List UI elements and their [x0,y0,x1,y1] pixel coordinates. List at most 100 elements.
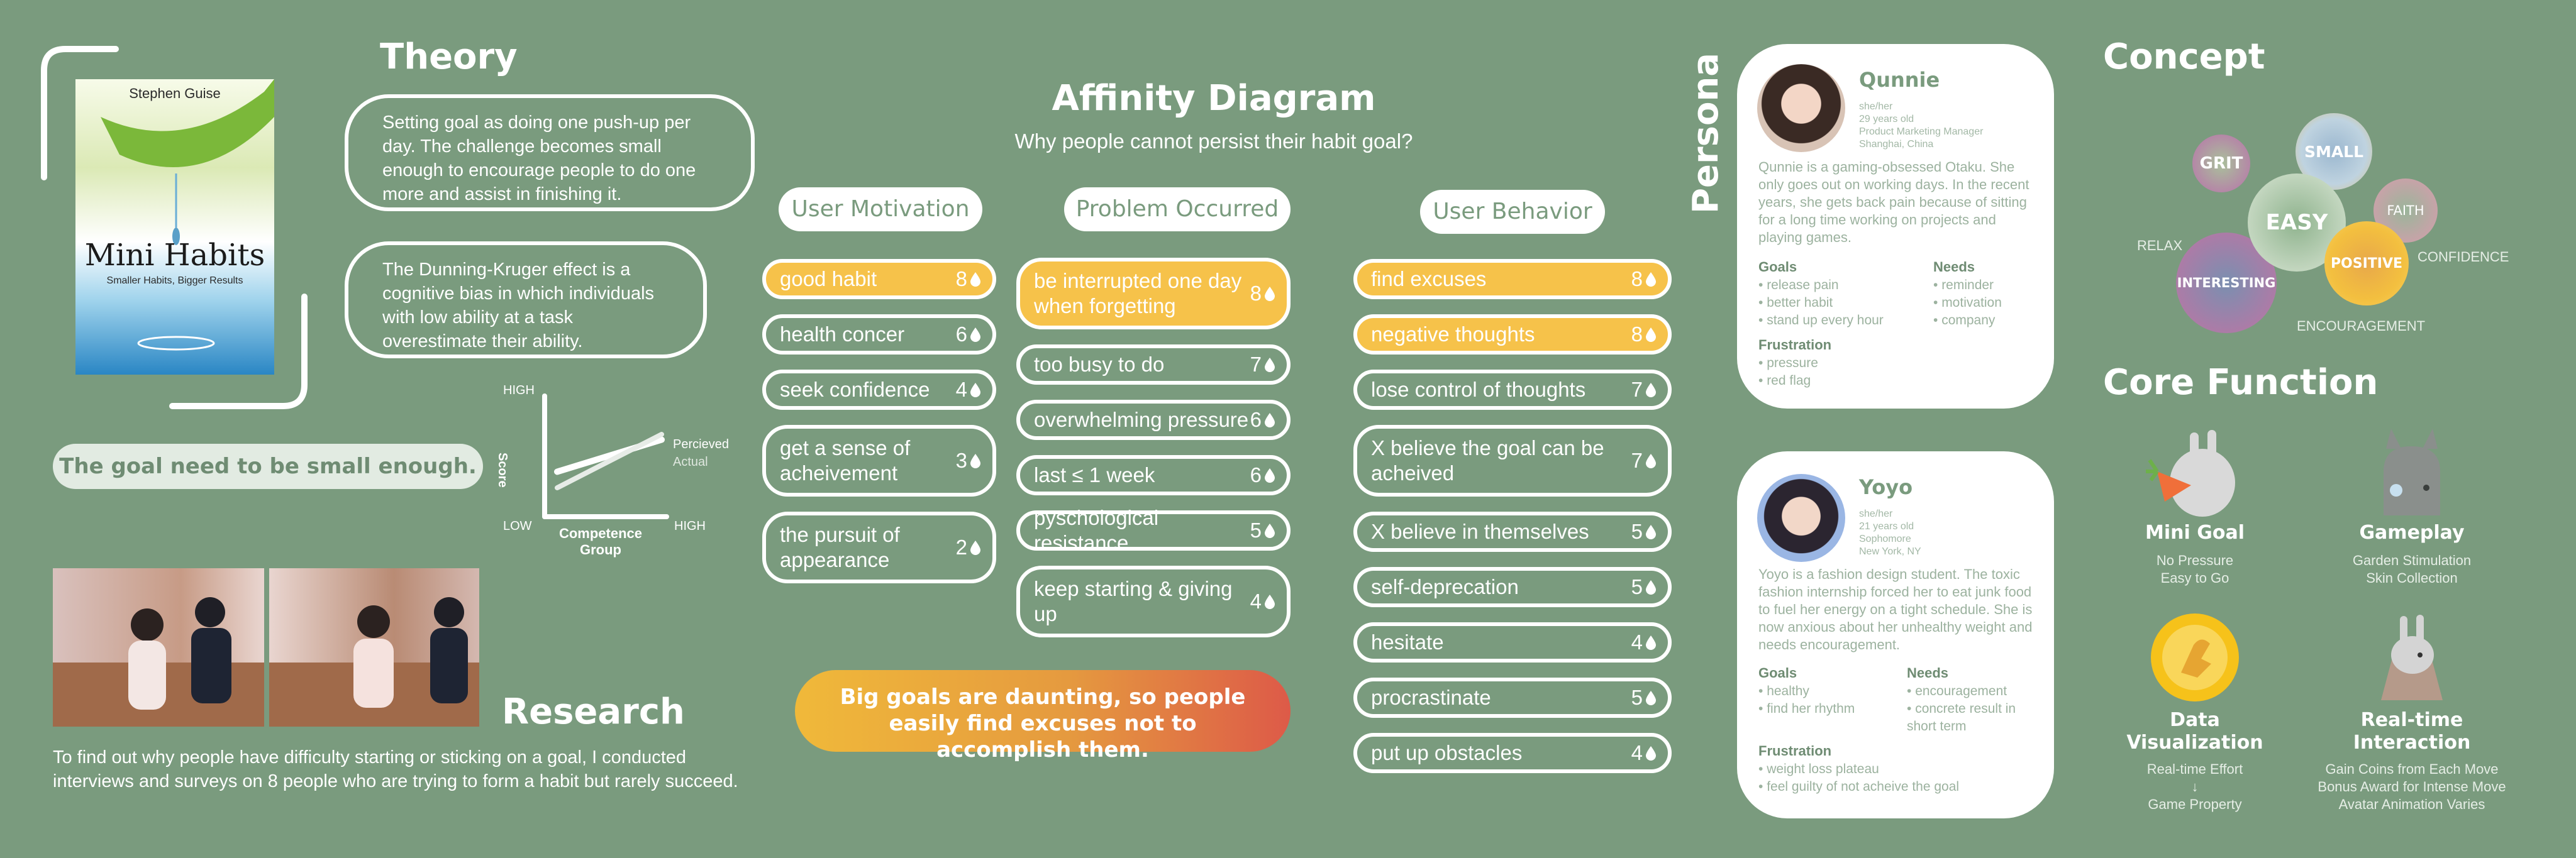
affinity-card: last ≤ 1 week 6 [1016,455,1291,495]
affinity-card: get a sense of acheivement 3 [762,425,996,497]
core-item-gameplay: Gameplay Garden Stimulation Skin Collect… [2346,427,2478,591]
frustration-item: red flag [1758,372,2035,390]
affinity-card: keep starting & giving up 4 [1016,566,1291,637]
book-frame [40,45,311,410]
core-item-title: Real-time Interaction [2353,709,2471,754]
need-item: motivation [1933,294,2046,312]
affinity-card: X believe in themselves 5 [1353,512,1672,552]
core-item-title: Mini Goal [2145,522,2245,544]
affinity-card: the pursuit of appearance 2 [762,512,996,583]
bubble-positive: POSITIVE [2324,221,2409,305]
needs-list: reminder motivation company [1933,277,2046,329]
theory-bubble-1: Setting goal as doing one push-up per da… [345,94,755,211]
affinity-conclusion: Big goals are daunting, so people easily… [795,670,1291,762]
need-item: company [1933,312,2046,329]
coin-icon [2151,613,2239,701]
frustration-label: Frustration [1758,743,1832,759]
affinity-card-count: 2 [955,536,967,559]
affinity-title: Affinity Diagram [1052,78,1376,119]
theory-bubble-1-text: Setting goal as doing one push-up per da… [382,113,696,204]
interview-photo-icon [53,568,479,727]
rabbit-carrot-icon [2146,430,2235,517]
affinity-card-count: 6 [955,322,967,346]
affinity-card-count: 7 [1631,449,1643,472]
column-header-behavior: User Behavior [1420,190,1605,234]
affinity-card-label: X believe the goal can be acheived [1371,436,1604,485]
affinity-card-count: 5 [1631,520,1643,543]
affinity-card-count-group: 8 [1631,322,1657,347]
affinity-card-label: X believe in themselves [1371,520,1589,543]
dk-y-tick-high: HIGH [503,383,535,397]
persona-pronoun: she/her [1859,509,1893,519]
theory-conclusion: The goal need to be small enough. [53,444,483,489]
affinity-card-count: 5 [1631,575,1643,598]
column-header-motivation: User Motivation [779,187,982,231]
core-item-realtime-interaction: Real-time Interaction Gain Coins from Ea… [2314,610,2509,823]
drop-icon [1265,287,1275,301]
frustration-list: weight loss plateau feel guilty of not a… [1758,761,2041,796]
affinity-card-count-group: 4 [1631,740,1657,766]
drop-icon [970,454,980,468]
core-item-line: Avatar Animation Varies [2338,796,2485,812]
persona-description: Yoyo is a fashion design student. The to… [1758,566,2033,652]
drop-icon [1265,468,1275,483]
persona-location: New York, NY [1859,546,1921,557]
goals-list: release pain better habit stand up every… [1758,277,1928,329]
dk-series-line-actual [555,432,664,490]
goal-item: healthy [1758,683,1897,700]
affinity-card: be interrupted one day when forgetting 8 [1016,258,1291,329]
book-title: Mini Habits [84,238,265,273]
affinity-card-count: 7 [1631,378,1643,401]
leaf-drop-icon [101,79,274,351]
affinity-card: good habit 8 [762,259,996,299]
concept-bubbles: INTERESTING GRIT SMALL EASY FAITH POSITI… [2094,101,2572,352]
affinity-card-count-group: 5 [1631,519,1657,544]
goal-item: stand up every hour [1758,312,1928,329]
affinity-card-count-group: 4 [956,377,981,402]
core-item-line: Easy to Go [2160,570,2229,586]
affinity-card: hesitate 4 [1353,622,1672,663]
affinity-card-label: find excuses [1371,267,1487,290]
column-header-problem: Problem Occurred [1064,187,1291,231]
affinity-card-count: 4 [955,378,967,401]
affinity-card-label: keep starting & giving up [1034,577,1233,625]
affinity-card-count: 3 [955,449,967,472]
affinity-card: pyschological resistance 5 [1016,506,1291,554]
core-item-mini-goal: Mini Goal No Pressure Easy to Go [2132,427,2258,591]
affinity-card-count-group: 7 [1631,377,1657,402]
affinity-card-label: put up obstacles [1371,741,1523,764]
dk-chart-svg [542,393,669,519]
needs-label: Needs [1907,665,1949,681]
affinity-card: negative thoughts 8 [1353,314,1672,355]
core-item-line: Bonus Award for Intense Move [2318,779,2506,795]
goals-label: Goals [1758,259,1797,275]
drop-icon [1265,524,1275,538]
research-title: Research [502,691,685,732]
affinity-card: overwhelming pressure 6 [1016,400,1291,440]
concept-label-confidence: CONFIDENCE [2418,249,2509,265]
concept-label-encouragement: ENCOURAGEMENT [2297,318,2426,334]
drop-icon [970,383,980,397]
affinity-card-count-group: 6 [1250,463,1275,488]
dk-x-tick-low: LOW [503,519,532,533]
affinity-card-count: 6 [1250,408,1262,431]
drop-icon [970,272,980,287]
goals-list: healthy find her rhythm [1758,683,1897,718]
core-item-line: Gain Coins from Each Move [2325,761,2499,777]
persona-age: 21 years old [1859,521,1914,532]
affinity-card-label: hesitate [1371,630,1444,654]
affinity-card: too busy to do 7 [1016,344,1291,385]
book-subtitle: Smaller Habits, Bigger Results [106,275,243,286]
affinity-card-label: overwhelming pressure [1034,408,1249,431]
affinity-card-count: 4 [1631,630,1643,654]
dk-y-label: Score [496,453,509,488]
theory-title: Theory [380,36,518,77]
dk-series-perceived-label: Percieved [673,437,729,451]
core-item-line: Game Property [2148,796,2242,812]
research-photo [53,568,479,727]
affinity-card: self-deprecation 5 [1353,567,1672,607]
core-item-line: Skin Collection [2366,570,2458,586]
affinity-card-count: 5 [1250,519,1262,542]
goal-item: find her rhythm [1758,700,1897,718]
affinity-question: Why people cannot persist their habit go… [1014,129,1413,153]
